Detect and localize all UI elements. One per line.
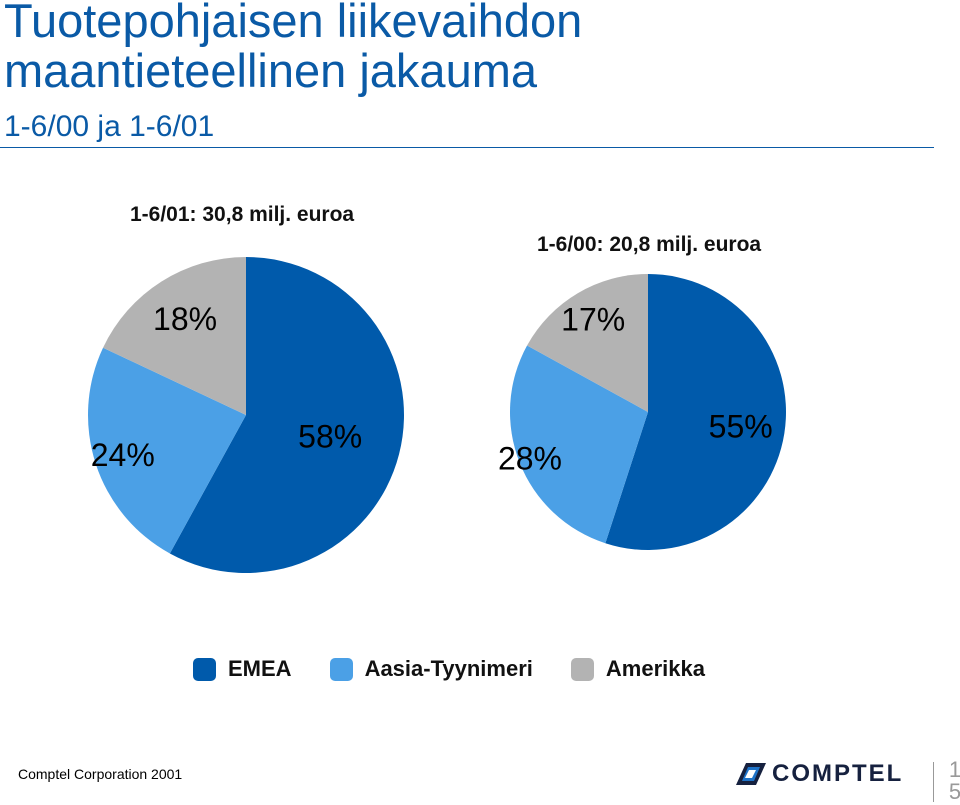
legend-label-americas: Amerikka: [605, 656, 705, 681]
logo-wordmark: COMPTEL: [772, 760, 904, 787]
legend-swatch-americas: [570, 657, 594, 681]
legend-swatch-apac: [329, 657, 353, 681]
pie-slice-aasia-tyynimeri: [88, 347, 247, 554]
pie-slice-emea: [169, 257, 404, 573]
title-line-2: maantieteellinen jakauma: [4, 44, 537, 97]
pie-slice-emea: [605, 274, 786, 550]
slice-label-amerikka: 17%: [561, 301, 625, 337]
slide-subtitle: 1-6/00 ja 1-6/01: [4, 110, 215, 143]
pie-slice-amerikka: [527, 274, 648, 412]
pie-slice-amerikka: [103, 257, 246, 415]
title-divider: [0, 147, 934, 148]
title-line-1: Tuotepohjaisen liikevaihdon: [4, 0, 583, 47]
pie-chart-2001: 58% 24% 18%: [88, 257, 404, 573]
comptel-logo-mark-icon: [736, 763, 766, 785]
footer-copyright: Comptel Corporation 2001: [18, 766, 183, 782]
slice-label-aasia-tyynimeri: 24%: [91, 437, 155, 473]
slice-label-emea: 58%: [298, 419, 362, 455]
pie-2001-title: 1-6/01: 30,8 milj. euroa: [130, 203, 355, 226]
legend-item-emea: EMEA: [193, 656, 292, 682]
legend-item-americas: Amerikka: [570, 656, 705, 682]
pie-chart-2000: 55% 28% 17%: [498, 274, 786, 550]
pie-slice-aasia-tyynimeri: [510, 345, 648, 544]
slide-title: Tuotepohjaisen liikevaihdon maantieteell…: [4, 0, 582, 96]
page-number: 15: [948, 759, 960, 804]
pie-2000-title: 1-6/00: 20,8 milj. euroa: [537, 233, 762, 256]
page-number-divider: [933, 762, 934, 802]
slice-label-amerikka: 18%: [153, 301, 217, 337]
legend-label-apac: Aasia-Tyynimeri: [364, 656, 533, 681]
legend: EMEA Aasia-Tyynimeri Amerikka: [193, 656, 743, 682]
slice-label-emea: 55%: [709, 409, 773, 445]
comptel-logo: COMPTEL: [736, 760, 903, 788]
legend-swatch-emea: [193, 657, 216, 681]
slice-label-aasia-tyynimeri: 28%: [498, 441, 562, 477]
legend-label-emea: EMEA: [228, 656, 292, 681]
legend-item-apac: Aasia-Tyynimeri: [329, 656, 533, 682]
